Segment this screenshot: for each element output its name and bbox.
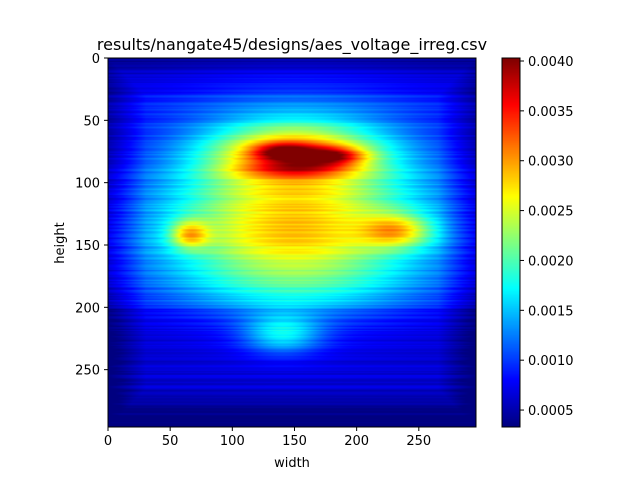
x-tick-label: 0 <box>104 434 112 449</box>
colorbar-gradient <box>502 58 520 427</box>
y-axis: 0 50 100 150 200 250 <box>75 52 108 379</box>
x-axis-label: width <box>274 456 310 471</box>
x-tick-label: 250 <box>406 434 431 449</box>
x-tick-label: 50 <box>162 434 179 449</box>
colorbar-tick-label: 0.0035 <box>528 105 574 120</box>
colorbar: 0.0005 0.0010 0.0015 0.0020 0.0025 0.0030 0.00… <box>501 55 574 428</box>
chart-title: results/nangate45/designs/aes_voltage_ir… <box>97 35 487 55</box>
y-tick-label: 200 <box>75 301 100 316</box>
plot-frame <box>107 57 477 428</box>
x-tick-label: 200 <box>344 434 369 449</box>
x-tick-label: 100 <box>220 434 245 449</box>
colorbar-tick-label: 0.0015 <box>528 304 574 319</box>
y-tick-label: 150 <box>75 239 100 254</box>
heatmap <box>107 57 477 428</box>
colorbar-tick-label: 0.0010 <box>528 354 574 369</box>
colorbar-gradient-container <box>502 58 520 427</box>
colorbar-tick-label: 0.0005 <box>528 404 574 419</box>
heatmap-image-container <box>108 58 476 427</box>
colorbar-tick-label: 0.0040 <box>528 55 574 70</box>
colorbar-tick-label: 0.0020 <box>528 254 574 269</box>
y-tick-label: 100 <box>75 177 100 192</box>
colorbar-frame <box>501 57 521 428</box>
x-axis: 0 50 100 150 200 250 <box>104 427 431 449</box>
colorbar-tick-label: 0.0025 <box>528 205 574 220</box>
y-tick-label: 50 <box>83 114 100 129</box>
colorbar-tick-label: 0.0030 <box>528 155 574 170</box>
y-tick-label: 250 <box>75 364 100 379</box>
x-tick-label: 150 <box>282 434 307 449</box>
heatmap-image <box>108 58 476 427</box>
colorbar-ticks: 0.0005 0.0010 0.0015 0.0020 0.0025 0.0030 0.00… <box>520 55 574 419</box>
y-axis-label: height <box>53 222 68 263</box>
y-tick-label: 0 <box>92 52 100 67</box>
